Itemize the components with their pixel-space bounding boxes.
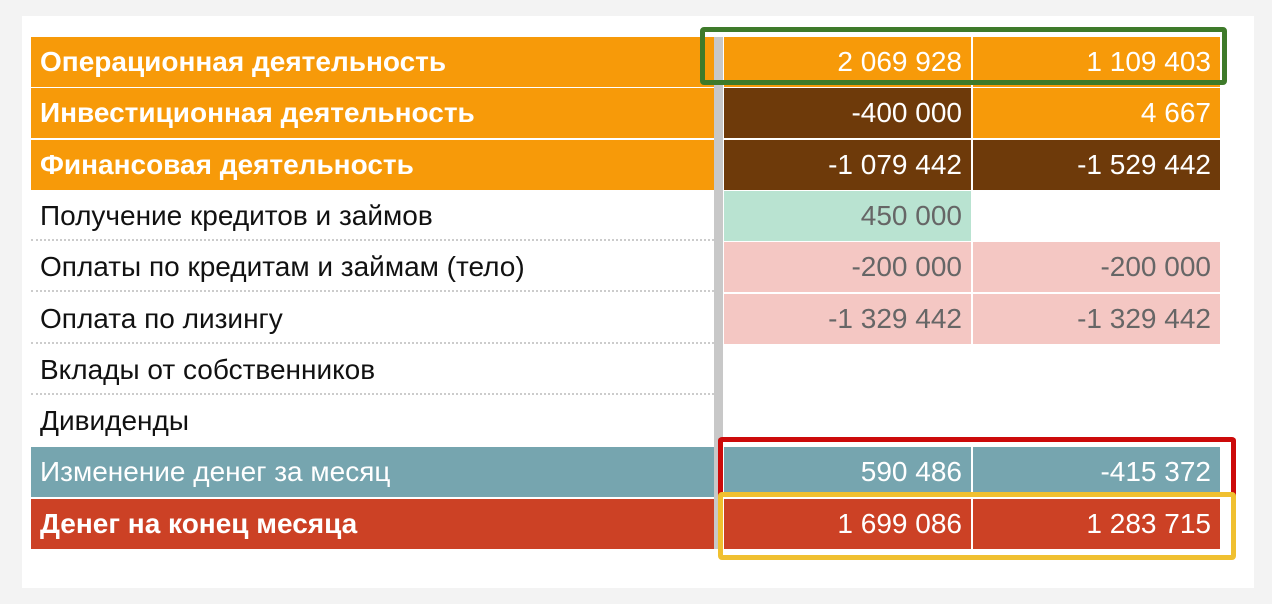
table-row: Оплата по лизингу -1 329 442 -1 329 442: [31, 293, 1221, 344]
row-label[interactable]: Инвестиционная деятельность: [31, 88, 714, 139]
value-cell[interactable]: 4 667: [973, 88, 1220, 139]
row-label[interactable]: Оплата по лизингу: [31, 294, 714, 344]
table-row: Получение кредитов и займов 450 000: [31, 190, 1221, 241]
row-label[interactable]: Денег на конец месяца: [31, 498, 714, 549]
value-cell[interactable]: 1 699 086: [724, 498, 971, 549]
highlight-box-yellow: [718, 492, 1236, 560]
table-row: Изменение денег за месяц 590 486 -415 372: [31, 447, 1221, 498]
value-cell[interactable]: [724, 345, 971, 395]
value-cell[interactable]: 590 486: [724, 447, 971, 498]
table-row: Инвестиционная деятельность -400 000 4 667: [31, 88, 1221, 139]
row-label[interactable]: Изменение денег за месяц: [31, 447, 714, 498]
highlight-box-red: [718, 437, 1236, 503]
value-cell[interactable]: -400 000: [724, 88, 971, 139]
value-cell[interactable]: -1 079 442: [724, 139, 971, 190]
table-row: Финансовая деятельность -1 079 442 -1 529 …: [31, 139, 1221, 190]
value-cell[interactable]: -200 000: [724, 242, 971, 293]
highlight-box-green: [700, 27, 1227, 85]
value-cell[interactable]: 1 109 403: [973, 37, 1220, 87]
row-label[interactable]: Вклады от собственников: [31, 345, 714, 395]
row-label[interactable]: Финансовая деятельность: [31, 139, 714, 190]
row-label[interactable]: Дивиденды: [40, 405, 189, 437]
value-cell[interactable]: 1 283 715: [973, 498, 1220, 549]
value-cell[interactable]: -1 329 442: [973, 293, 1220, 344]
value-cell[interactable]: -1 329 442: [724, 293, 971, 344]
column-separator: [714, 37, 723, 549]
value-cell[interactable]: 450 000: [724, 190, 971, 241]
table-row: Операционная деятельность 2 069 928 1 109 …: [31, 37, 1221, 87]
table-row: Вклады от собственников: [31, 345, 1221, 395]
table-row: Денег на конец месяца 1 699 086 1 283 715: [31, 498, 1221, 549]
value-cell[interactable]: [973, 191, 1220, 241]
row-label[interactable]: Получение кредитов и займов: [31, 191, 714, 241]
value-cell[interactable]: 2 069 928: [724, 37, 971, 87]
value-cell[interactable]: -415 372: [973, 447, 1220, 498]
table-row: Дивиденды: [31, 396, 1221, 446]
value-cell[interactable]: -200 000: [973, 242, 1220, 293]
value-cell[interactable]: -1 529 442: [973, 139, 1220, 190]
row-label[interactable]: Оплаты по кредитам и займам (тело): [31, 242, 714, 293]
table-row: Оплаты по кредитам и займам (тело) -200 0…: [31, 242, 1221, 293]
row-label[interactable]: Операционная деятельность: [31, 37, 714, 87]
value-cell[interactable]: [973, 345, 1220, 395]
